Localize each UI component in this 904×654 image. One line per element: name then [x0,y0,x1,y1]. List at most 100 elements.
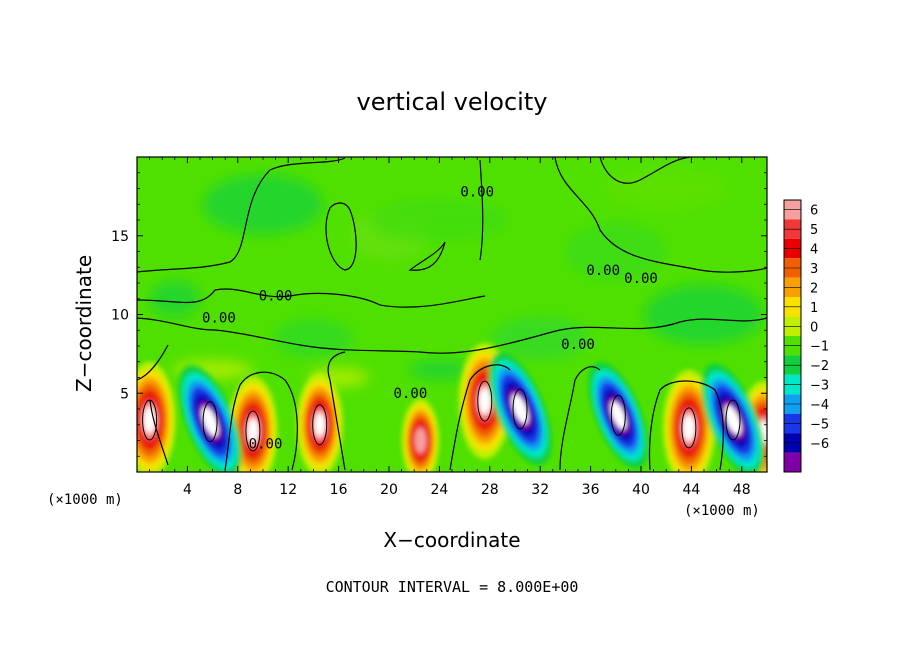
zero-contour-line [224,371,298,471]
downdraft-cell [488,352,552,466]
contour-label: 0.00 [561,337,595,353]
zero-contour-line [408,241,446,271]
y-tick-label: 10 [111,308,129,324]
updraft-band [314,413,325,437]
zero-contour-line [325,202,357,271]
updraft-cell [296,373,343,472]
x-tick-label: 44 [682,482,700,498]
y-tick-label: 15 [111,229,129,245]
updraft-band [683,415,695,441]
colorbar: 6 5 4 3 2 1 0 −1 −2 −3 −4 −5 −6 [783,199,829,473]
x-tick-label: 40 [632,482,650,498]
field-cells [137,343,767,472]
zero-contour-line [137,317,767,354]
x-unit-left: (×1000 m) [47,492,123,508]
cell-contour [245,410,261,452]
zero-contour-line [554,157,767,273]
colorbar-label: 3 [810,262,818,277]
y-axis-label: Z−coordinate [72,254,96,392]
x-tick-label: 4 [183,482,192,498]
cell-contour [725,399,741,441]
downdraft-cell [588,362,649,469]
colorbar-label: −6 [810,437,829,452]
x-axis-label: X−coordinate [0,528,904,552]
contour-label: 0.00 [202,310,236,326]
contour-label: 0.00 [394,386,428,402]
velocity-field [137,157,767,472]
chart-title: vertical velocity [356,88,548,116]
contour-label: 0.00 [259,288,293,304]
contour-label: 0.00 [249,436,283,452]
x-tick-label: 24 [430,482,448,498]
field-patch [606,168,727,209]
downdraft-band [724,405,742,435]
updraft-cell [401,398,440,472]
zero-contour-line [137,344,169,466]
field-patch [644,284,764,345]
x-tick-label: 28 [481,482,499,498]
contour-label: 0.00 [586,263,620,279]
zero-contour-line [137,288,486,308]
colorbar-label: 6 [810,204,818,219]
x-tick-label: 20 [380,482,398,498]
cell-contour [512,388,528,430]
colorbar-label: −1 [810,340,829,355]
x-tick-label: 12 [279,482,297,498]
x-tick-label: 32 [531,482,549,498]
zero-contour-line [599,157,691,184]
field-patch [369,198,510,242]
cell-contour [312,404,328,446]
field-patch [149,280,200,317]
field-patch [409,359,470,380]
zero-contour-line [137,157,346,273]
cell-contour [681,407,697,449]
field-soft-texture [149,168,764,388]
zero-contour-line [327,351,346,471]
colorbar-label: −3 [810,379,829,394]
updraft-cell [228,376,278,472]
updraft-band [414,427,427,454]
contour-interval-note: CONTOUR INTERVAL = 8.000E+00 [325,578,579,596]
downdraft-band [511,394,529,424]
x-tick-label: 36 [582,482,600,498]
x-tick-label: 48 [733,482,751,498]
cell-contour [202,401,218,443]
x-tick-label: 16 [330,482,348,498]
colorbar-label: 1 [810,301,818,316]
cell-contour [142,399,158,441]
field-patch [203,174,323,235]
colorbar-label: −2 [810,359,829,374]
cell-contour [477,380,493,422]
colorbar-label: 5 [810,223,818,238]
colorbar-label: −5 [810,417,829,432]
downdraft-cell [178,365,242,472]
updraft-cell [137,362,176,472]
field-patch [273,318,354,359]
zero-contour-line [559,366,601,471]
field-patch [565,221,666,282]
colorbar-label: 2 [810,281,818,296]
y-tick-label: 5 [120,386,129,402]
downdraft-cell [701,363,765,472]
colorbar-frame [783,199,802,473]
contour-label: 0.00 [460,184,494,200]
contour-label: 0.00 [624,271,658,287]
downdraft-band [610,401,627,430]
zero-contours: 0.000.000.000.000.000.000.000.00 [137,157,767,471]
zero-contour-line [648,380,724,471]
cell-contour [610,394,626,436]
x-unit-right: (×1000 m) [684,503,760,519]
updraft-band [479,388,491,414]
colorbar-swatch [784,452,801,472]
x-tick-label: 8 [233,482,242,498]
colorbar-label: 4 [810,243,818,258]
updraft-band [247,419,259,444]
field-patch [490,316,591,361]
downdraft-band [201,406,219,437]
colorbar-label: −4 [810,398,829,413]
colorbar-label: 0 [810,320,818,335]
x-axis-label-text: X−coordinate [383,528,521,552]
zero-contour-line [479,159,484,261]
